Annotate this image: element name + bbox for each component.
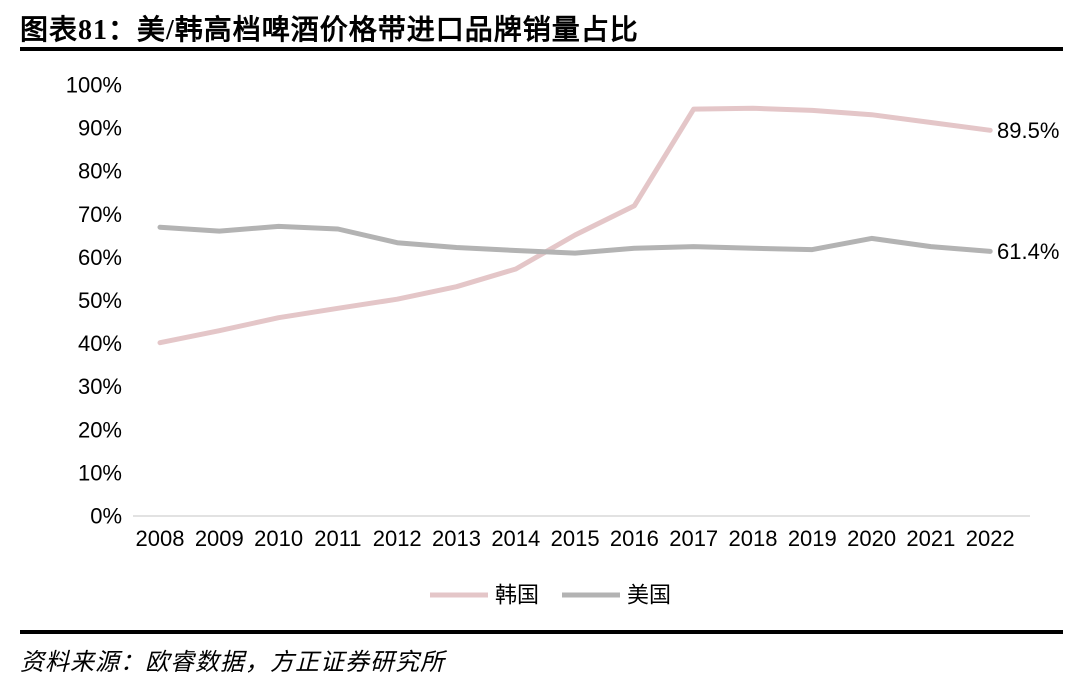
series-end-label-1: 61.4% [997, 239, 1059, 264]
series-end-label-0: 89.5% [997, 118, 1059, 143]
y-tick-label: 40% [78, 331, 122, 356]
x-tick-label: 2015 [551, 526, 600, 551]
x-tick-label: 2008 [136, 526, 185, 551]
figure-title: 图表81：美/韩高档啤酒价格带进口品牌销量占比 [20, 15, 639, 46]
x-tick-label: 2014 [491, 526, 540, 551]
legend-label-0: 韩国 [495, 583, 539, 608]
y-tick-label: 0% [90, 504, 122, 529]
series-line-1 [157, 223, 993, 256]
x-tick-label: 2022 [966, 526, 1015, 551]
x-tick-label: 2009 [195, 526, 244, 551]
x-tick-label: 2018 [729, 526, 778, 551]
x-tick-label: 2010 [254, 526, 303, 551]
y-tick-label: 90% [78, 116, 122, 141]
y-tick-label: 70% [78, 202, 122, 227]
source-note: 资料来源：欧睿数据，方正证券研究所 [20, 650, 445, 676]
x-tick-label: 2011 [314, 526, 361, 551]
x-tick-label: 2016 [610, 526, 659, 551]
title-underline-rule [20, 47, 1063, 51]
x-tick-label: 2020 [847, 526, 896, 551]
x-tick-label: 2021 [906, 526, 955, 551]
x-tick-label: 2017 [669, 526, 718, 551]
footer-rule [20, 630, 1063, 634]
y-tick-label: 10% [78, 460, 122, 485]
y-tick-label: 80% [78, 159, 122, 184]
line-chart: 0% 10% 20% 30% 40% 50% 60% 70% 80% 90% 100% 2008 200… [66, 73, 1060, 608]
x-tick-label: 2013 [432, 526, 481, 551]
x-tick-label: 2012 [373, 526, 422, 551]
y-tick-label: 30% [78, 374, 122, 399]
x-tick-label: 2019 [788, 526, 837, 551]
y-tick-label: 100% [66, 73, 122, 98]
legend-label-1: 美国 [627, 583, 671, 608]
y-tick-label: 60% [78, 245, 122, 270]
series-line-0 [157, 105, 993, 346]
y-tick-label: 20% [78, 417, 122, 442]
y-tick-label: 50% [78, 288, 122, 313]
